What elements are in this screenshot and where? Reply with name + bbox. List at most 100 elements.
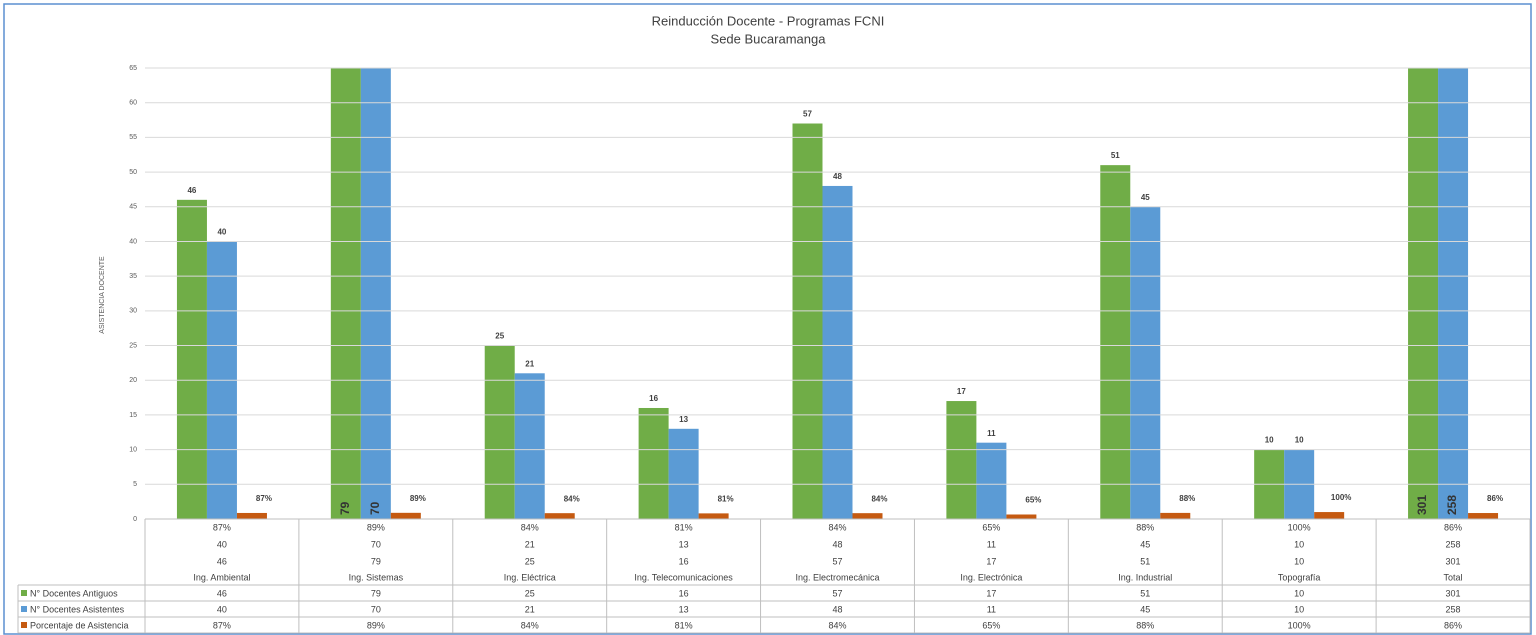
table-value: 57 (832, 556, 842, 566)
table-value: 87% (213, 620, 231, 630)
data-label: 40 (217, 228, 226, 237)
bar (1314, 512, 1345, 519)
table-value: 10 (1294, 588, 1304, 598)
table-value: 100% (1288, 620, 1311, 630)
table-value: 84% (828, 620, 846, 630)
y-tick-label: 55 (129, 134, 137, 141)
table-value: 11 (987, 539, 996, 549)
table-value: 16 (679, 556, 689, 566)
y-tick-label: 40 (129, 238, 137, 245)
y-tick-label: 0 (133, 516, 137, 523)
y-tick-label: 15 (129, 412, 137, 419)
legend-label: Porcentaje de Asistencia (30, 620, 129, 630)
x-tick-label: Ing. Eléctrica (504, 572, 556, 582)
data-label: 84% (871, 494, 887, 503)
table-value: 84% (828, 522, 846, 532)
data-label: 100% (1331, 493, 1351, 502)
table-value: 70 (371, 604, 381, 614)
table-value: 25 (525, 588, 535, 598)
data-label: 21 (525, 359, 534, 368)
data-label: 65% (1025, 496, 1041, 505)
data-label: 84% (564, 494, 580, 503)
table-value: 46 (217, 556, 227, 566)
table-value: 16 (679, 588, 689, 598)
data-label: 51 (1111, 151, 1120, 160)
table-value: 51 (1140, 588, 1150, 598)
table-value: 87% (213, 522, 231, 532)
bar (1160, 512, 1191, 519)
data-label: 86% (1487, 494, 1503, 503)
table-value: 10 (1294, 556, 1304, 566)
table-value: 40 (217, 604, 227, 614)
bar (1438, 68, 1469, 519)
table-value: 10 (1294, 539, 1304, 549)
table-value: 81% (675, 620, 693, 630)
table-value: 21 (525, 604, 535, 614)
bar (390, 512, 421, 519)
table-value: 46 (217, 588, 227, 598)
table-value: 79 (371, 556, 381, 566)
table-value: 84% (521, 522, 539, 532)
chart-title: Reinducción Docente - Programas FCNI (652, 13, 885, 28)
x-tick-label: Ing. Ambiental (193, 572, 250, 582)
bar (638, 407, 669, 519)
data-label: 88% (1179, 494, 1195, 503)
x-tick-label: Ing. Electromecánica (795, 572, 879, 582)
y-tick-label: 20 (129, 377, 137, 384)
bar (176, 199, 207, 520)
y-tick-label: 25 (129, 342, 137, 349)
data-label: 46 (187, 186, 196, 195)
table-value: 79 (371, 588, 381, 598)
bar (544, 513, 575, 519)
bar (822, 185, 853, 519)
table-value: 17 (986, 588, 996, 598)
table-value: 86% (1444, 522, 1462, 532)
table-value: 13 (679, 539, 689, 549)
table-value: 65% (982, 620, 1000, 630)
data-label: 11 (987, 429, 996, 438)
bar (852, 513, 883, 519)
data-label: 87% (256, 494, 272, 503)
table-value: 21 (525, 539, 535, 549)
plot-area (176, 68, 1499, 520)
y-tick-label: 50 (129, 169, 137, 176)
bar (1408, 68, 1439, 519)
data-label: 48 (833, 172, 842, 181)
y-axis-label: ASISTENCIA DOCENTE (99, 256, 106, 334)
bar (330, 68, 361, 520)
table-value: 81% (675, 522, 693, 532)
y-tick-label: 45 (129, 204, 137, 211)
data-label: 10 (1265, 436, 1274, 445)
x-tick-label: Ing. Telecomunicaciones (634, 572, 733, 582)
table-value: 84% (521, 620, 539, 630)
table-value: 301 (1446, 588, 1461, 598)
bar (698, 513, 729, 519)
table-value: 258 (1446, 539, 1461, 549)
y-tick-label: 65 (129, 65, 137, 72)
y-tick-label: 60 (129, 100, 137, 107)
table-value: 48 (832, 539, 842, 549)
bar (514, 373, 545, 519)
table-value: 51 (1140, 556, 1150, 566)
x-tick-label: Ing. Industrial (1118, 572, 1172, 582)
data-label: 301 (1415, 495, 1429, 515)
table-value: 88% (1136, 620, 1154, 630)
table-value: 45 (1140, 539, 1150, 549)
bar (1006, 514, 1037, 519)
table-value: 57 (832, 588, 842, 598)
table-value: 45 (1140, 604, 1150, 614)
y-tick-label: 5 (133, 481, 137, 488)
table-value: 70 (371, 539, 381, 549)
table-value: 88% (1136, 522, 1154, 532)
table-value: 17 (986, 556, 996, 566)
bar (946, 401, 977, 519)
table-value: 301 (1446, 556, 1461, 566)
table-value: 89% (367, 522, 385, 532)
legend-label: N° Docentes Asistentes (30, 604, 125, 614)
x-tick-label: Total (1444, 572, 1463, 582)
data-label: 258 (1445, 495, 1459, 515)
table-value: 89% (367, 620, 385, 630)
chart-subtitle: Sede Bucaramanga (711, 31, 827, 46)
x-tick-label: Topografía (1278, 572, 1321, 582)
data-label: 10 (1295, 436, 1304, 445)
